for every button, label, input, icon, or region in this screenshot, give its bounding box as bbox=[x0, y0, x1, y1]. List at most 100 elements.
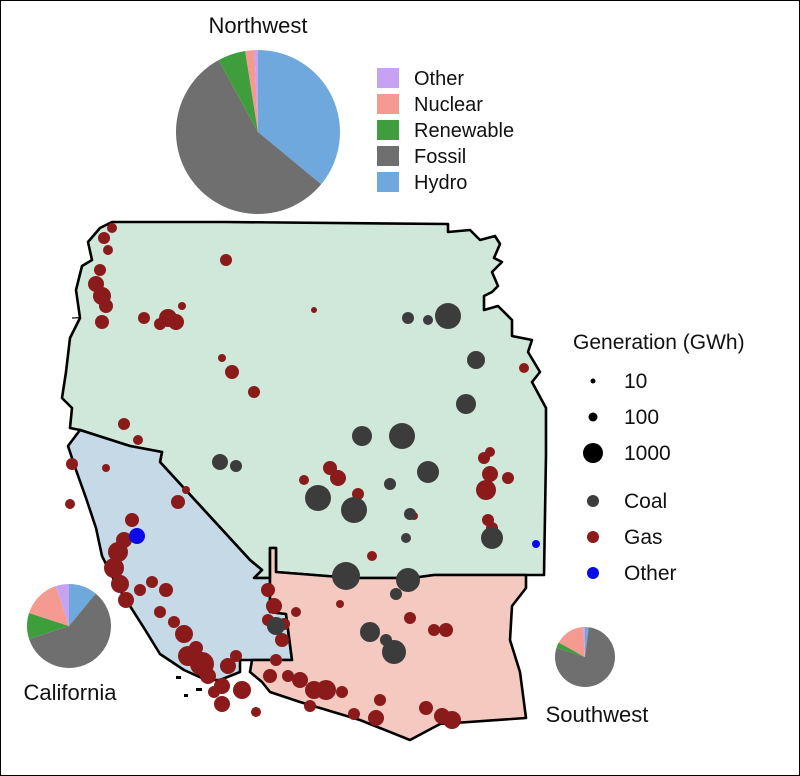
fuel-legend-swatch-other bbox=[377, 68, 399, 88]
plant-marker bbox=[138, 312, 150, 324]
plant-marker bbox=[94, 264, 106, 276]
plant-marker bbox=[482, 466, 498, 482]
plant-marker bbox=[230, 650, 242, 662]
plant-marker bbox=[396, 568, 420, 592]
plant-marker bbox=[103, 245, 113, 255]
pie-slice-fossil bbox=[175, 60, 322, 214]
plant-marker bbox=[270, 654, 282, 666]
plant-marker bbox=[118, 592, 134, 608]
pie-slice-nuclear bbox=[29, 586, 70, 626]
plant-marker bbox=[417, 461, 439, 483]
pie-california bbox=[27, 584, 112, 669]
plant-marker bbox=[134, 584, 146, 596]
plant-marker bbox=[404, 612, 416, 624]
pie-slice-renewable bbox=[218, 51, 258, 133]
pie-slice-nuclear bbox=[558, 627, 585, 657]
plant-marker bbox=[291, 607, 301, 617]
plant-marker bbox=[481, 527, 503, 549]
plant-marker bbox=[248, 386, 260, 398]
plant-marker bbox=[384, 478, 396, 490]
pie-title-northwest: Northwest bbox=[208, 13, 307, 38]
plant-marker bbox=[171, 495, 185, 509]
plant-marker bbox=[282, 670, 294, 682]
plant-legend: 10 100 1000 Coal Gas Other bbox=[583, 370, 677, 585]
plant-marker bbox=[125, 513, 139, 527]
plant-marker bbox=[419, 701, 433, 715]
plant-marker bbox=[107, 223, 117, 233]
plant-marker bbox=[299, 475, 309, 485]
plant-marker bbox=[218, 354, 226, 362]
plant-marker bbox=[367, 551, 377, 561]
plant-legend-title: Generation (GWh) bbox=[573, 331, 745, 354]
plant-marker bbox=[341, 497, 367, 523]
plant-marker bbox=[332, 562, 360, 590]
plant-marker bbox=[360, 622, 380, 642]
plant-marker bbox=[292, 672, 308, 688]
fuel-legend-label-other: Other bbox=[414, 68, 464, 90]
plant-marker bbox=[304, 700, 316, 712]
plant-marker bbox=[390, 588, 402, 600]
plant-marker bbox=[352, 426, 372, 446]
plant-marker bbox=[435, 303, 461, 329]
size-legend-label-1000: 1000 bbox=[624, 442, 671, 465]
fuel-legend: Other Nuclear Renewable Fossil Hydro bbox=[377, 68, 514, 194]
plant-marker bbox=[532, 540, 540, 548]
plant-marker bbox=[275, 633, 289, 647]
pie-slice-hydro bbox=[69, 584, 96, 626]
type-legend-label-other: Other bbox=[624, 562, 677, 585]
plant-marker bbox=[168, 314, 184, 330]
plant-marker bbox=[212, 454, 228, 470]
plant-marker bbox=[467, 351, 485, 369]
type-legend-dot-other bbox=[587, 567, 599, 579]
fuel-legend-label-fossil: Fossil bbox=[414, 146, 466, 168]
plant-marker bbox=[380, 634, 392, 646]
pie-slice-fossil bbox=[29, 593, 112, 669]
plant-marker bbox=[519, 363, 529, 373]
pie-slice-fossil bbox=[555, 627, 616, 688]
pie-slice-hydro bbox=[258, 50, 340, 185]
pie-title-california: California bbox=[24, 680, 118, 705]
plant-marker bbox=[104, 558, 124, 578]
plant-marker bbox=[389, 423, 415, 449]
plant-marker bbox=[200, 668, 216, 684]
type-legend-label-gas: Gas bbox=[624, 526, 663, 549]
plant-marker bbox=[401, 533, 411, 543]
plant-marker bbox=[336, 600, 344, 608]
plant-marker bbox=[214, 696, 230, 712]
plant-marker bbox=[98, 232, 110, 244]
plant-marker bbox=[182, 486, 190, 494]
plant-marker bbox=[423, 315, 433, 325]
plant-marker bbox=[404, 508, 416, 520]
fuel-legend-swatch-nuclear bbox=[377, 94, 399, 114]
pie-northwest bbox=[175, 50, 340, 214]
pie-southwest bbox=[555, 627, 616, 688]
plant-marker bbox=[374, 694, 386, 706]
plant-marker bbox=[118, 418, 130, 430]
power-plants bbox=[65, 223, 540, 729]
plant-marker bbox=[178, 302, 186, 310]
plant-marker bbox=[439, 623, 453, 637]
plant-marker bbox=[402, 312, 414, 324]
plant-marker bbox=[66, 458, 78, 470]
type-legend-label-coal: Coal bbox=[624, 490, 667, 513]
plant-marker bbox=[95, 315, 109, 329]
plant-marker bbox=[220, 658, 236, 674]
plant-marker bbox=[102, 464, 110, 472]
fuel-legend-swatch-hydro bbox=[377, 172, 399, 192]
fuel-legend-label-renewable: Renewable bbox=[414, 120, 514, 142]
pie-title-southwest: Southwest bbox=[546, 702, 649, 727]
plant-marker bbox=[443, 711, 461, 729]
plant-marker bbox=[311, 307, 317, 313]
plant-marker bbox=[208, 686, 220, 698]
fuel-legend-label-nuclear: Nuclear bbox=[414, 94, 483, 116]
plant-marker bbox=[251, 707, 261, 717]
plant-marker bbox=[266, 598, 282, 614]
plant-marker bbox=[146, 576, 158, 588]
plant-marker bbox=[220, 254, 232, 266]
plant-marker bbox=[233, 681, 251, 699]
plant-marker bbox=[348, 708, 360, 720]
plant-marker bbox=[502, 472, 514, 484]
plant-marker bbox=[154, 318, 166, 330]
plant-marker bbox=[159, 583, 173, 597]
pie-slice-nuclear bbox=[245, 50, 258, 132]
